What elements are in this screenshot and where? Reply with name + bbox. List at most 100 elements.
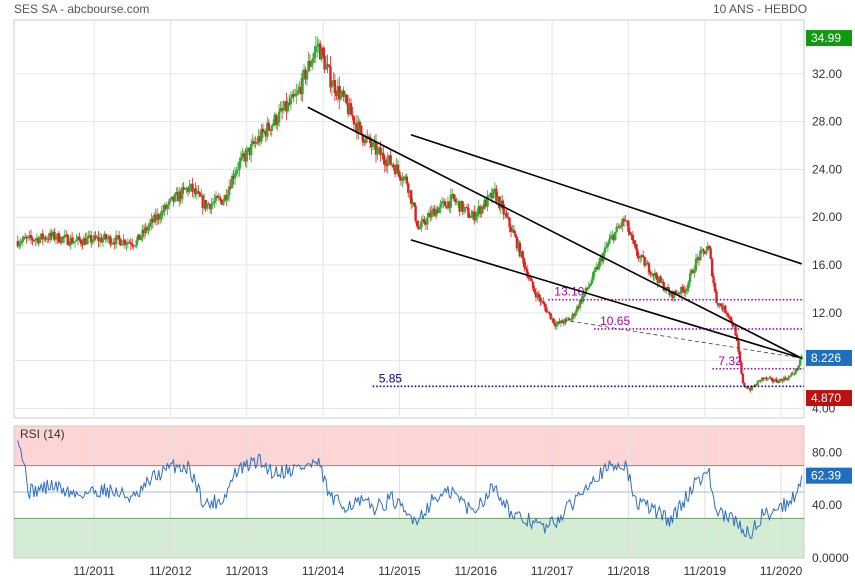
candle-body (185, 188, 188, 190)
candle-body (197, 191, 200, 193)
candle-body (95, 236, 99, 239)
candle-body (377, 147, 381, 149)
candle-body (73, 241, 77, 243)
candle-body (659, 276, 662, 283)
candle-body (113, 242, 116, 245)
candle-body (656, 278, 660, 284)
candle-body (486, 195, 489, 207)
candle-body (420, 220, 423, 228)
candle-body (567, 318, 570, 320)
candle-body (437, 207, 441, 214)
candle-body (603, 247, 607, 253)
candle-body (245, 149, 249, 162)
candle-body (370, 143, 373, 148)
price-tags: 34.99 8.226 4.870 (806, 30, 852, 407)
candle-body (760, 377, 764, 381)
candle-body (434, 209, 438, 217)
candle-body (270, 125, 273, 131)
candle-body (528, 277, 532, 279)
candle-body (338, 85, 341, 100)
candle-body (50, 232, 53, 237)
candle-body (396, 164, 400, 172)
candle-body (29, 234, 33, 239)
candle-body (200, 195, 203, 197)
candle-body (771, 378, 774, 381)
candle-body (630, 234, 633, 236)
candle-body (707, 245, 711, 249)
price-panel-frame (13, 19, 805, 419)
candle-body (156, 214, 159, 221)
candle-body (421, 218, 425, 221)
candle-body (176, 192, 180, 202)
candle-body (674, 290, 677, 294)
candle-body (289, 98, 293, 105)
candle-body (252, 141, 256, 144)
candle-body (712, 276, 715, 284)
price-tag-bg (806, 349, 852, 366)
candle-body (129, 242, 133, 245)
candle-body (189, 183, 193, 186)
candle-body (411, 202, 414, 204)
candle-body (776, 382, 780, 383)
candle-body (451, 194, 454, 195)
x-tick-label: 11/2012 (149, 564, 192, 578)
candle-body (211, 202, 215, 204)
candle-body (213, 200, 216, 203)
candle-body (606, 243, 610, 247)
candle-body (220, 199, 224, 205)
candle-body (436, 209, 439, 214)
candle-body (539, 297, 542, 302)
candle-body (181, 187, 184, 199)
candle-body (292, 94, 295, 97)
candle-body (310, 62, 313, 67)
candle-body (633, 240, 636, 245)
candle-body (82, 238, 86, 246)
candle-body (683, 289, 686, 293)
candle-body (282, 109, 285, 111)
candle-body (647, 263, 651, 273)
candle-body (364, 136, 367, 143)
candle-body (167, 200, 171, 206)
candle-body (534, 292, 538, 298)
candle-body (119, 239, 122, 246)
candle-body (571, 313, 574, 319)
candle-body (768, 377, 771, 379)
candle-body (578, 300, 582, 308)
candle-body (476, 211, 479, 217)
candle-body (417, 226, 420, 230)
candle-body (254, 142, 257, 144)
candle-body (63, 234, 66, 238)
candle-body (261, 128, 265, 133)
rsi-y-axis: 0.0000 40.00 80.00 (812, 445, 849, 565)
candle-body (734, 326, 737, 336)
candle-body (348, 103, 351, 115)
candle-body (719, 303, 723, 307)
candle-body (382, 152, 385, 160)
candle-body (652, 273, 655, 276)
rsi-oversold-zone (14, 519, 804, 558)
candle-body (304, 69, 307, 80)
candle-body (182, 187, 185, 189)
candle-body (784, 377, 787, 380)
candle-body (371, 141, 375, 148)
candle-body (183, 188, 187, 190)
candle-body (70, 237, 74, 244)
candle-body (694, 258, 698, 271)
candle-body (503, 213, 507, 215)
candle-body (710, 258, 714, 277)
candle-body (255, 142, 259, 144)
price-y-tick-label: 12.00 (812, 306, 842, 320)
candle-body (404, 176, 407, 178)
candle-body (31, 238, 34, 241)
candle-body (395, 164, 398, 175)
candle-body (198, 192, 202, 197)
candle-body (386, 159, 389, 167)
candle-body (305, 71, 309, 80)
price-tag-label: 4.870 (811, 391, 841, 405)
candle-body (550, 318, 554, 320)
price-y-tick-label: 32.00 (812, 67, 842, 81)
candle-body (379, 147, 382, 156)
candle-body (94, 235, 97, 239)
candle-body (716, 303, 720, 306)
candle-body (631, 235, 635, 241)
